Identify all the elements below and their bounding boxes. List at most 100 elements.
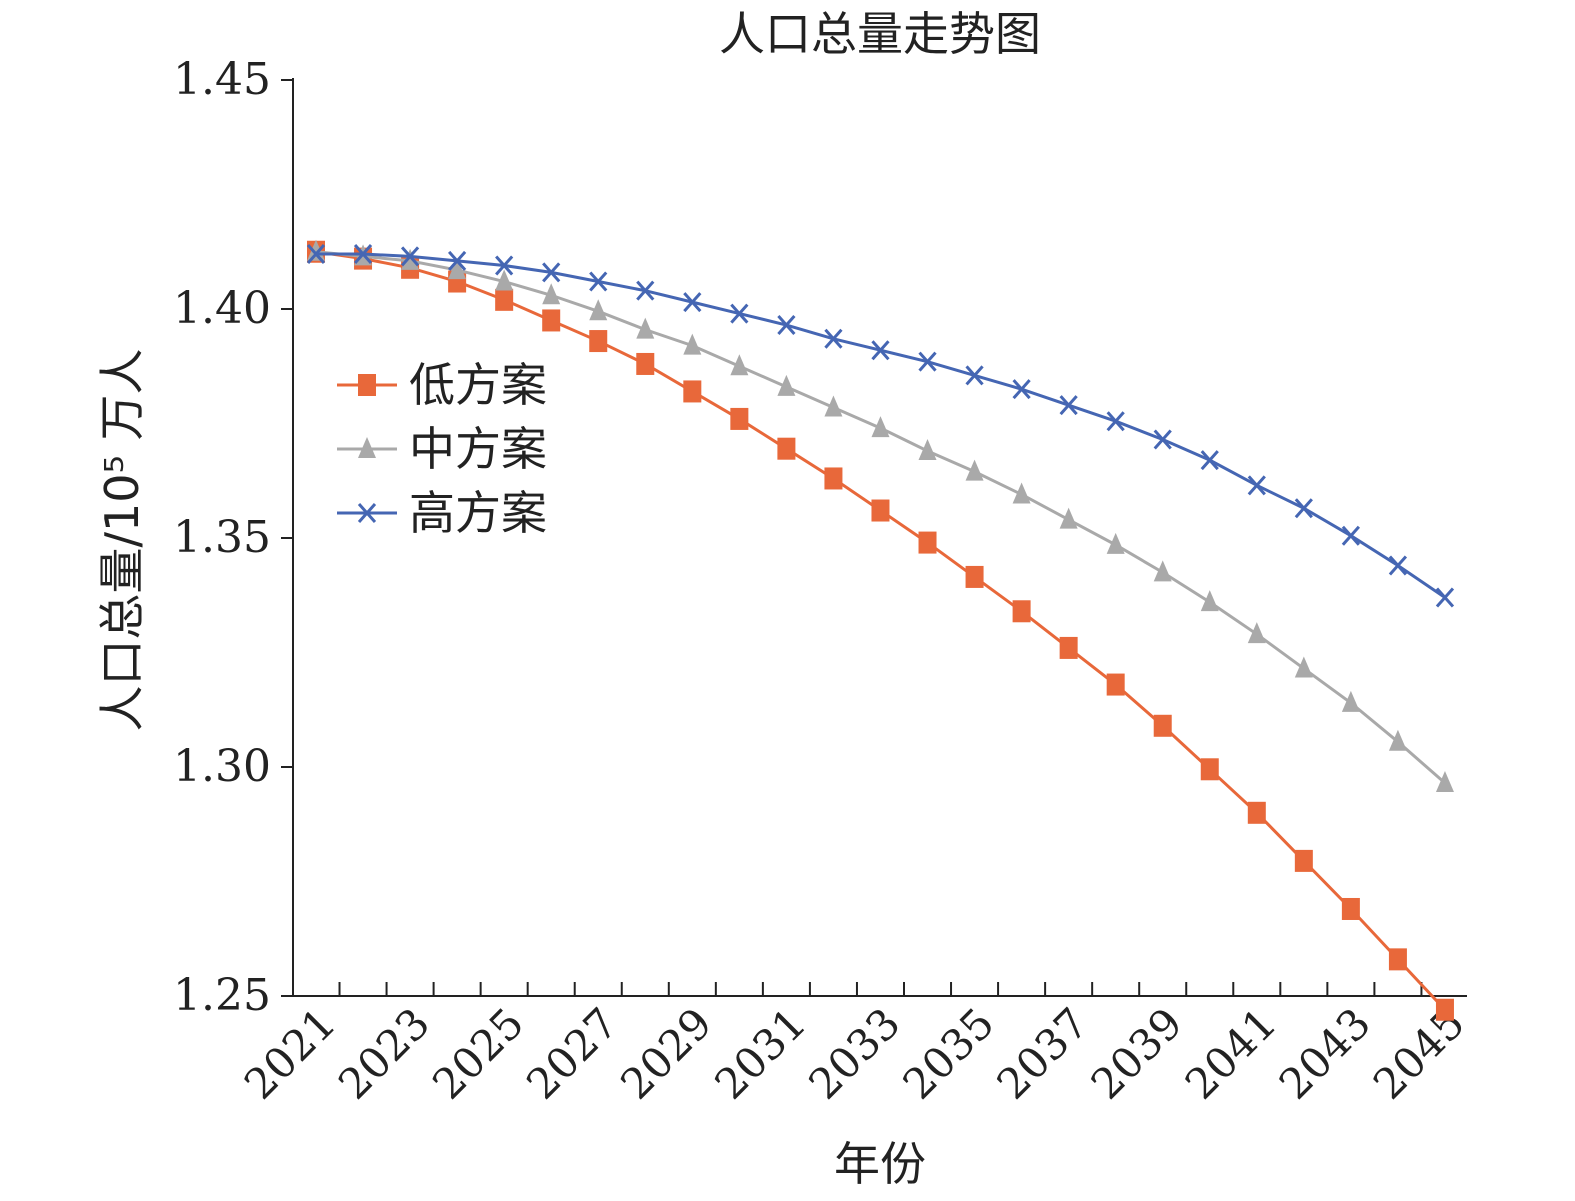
data-point	[1294, 849, 1313, 872]
data-point	[353, 244, 373, 265]
legend-item: 中方案	[337, 422, 547, 476]
data-point	[636, 280, 655, 301]
data-point	[1153, 429, 1172, 450]
data-point	[918, 351, 937, 372]
data-point	[1435, 998, 1454, 1021]
data-point	[1341, 525, 1361, 546]
data-point	[542, 262, 561, 283]
data-point	[1059, 395, 1078, 416]
data-point	[1294, 498, 1313, 519]
data-point	[1294, 656, 1313, 678]
legend-marker	[358, 374, 376, 396]
legend-item: 高方案	[337, 486, 547, 540]
data-point	[871, 499, 890, 522]
data-point	[589, 271, 608, 292]
data-point	[730, 303, 749, 324]
data-point	[1388, 729, 1407, 751]
data-point	[1388, 555, 1408, 576]
data-point	[965, 365, 984, 386]
data-point	[495, 269, 514, 291]
data-point	[447, 250, 467, 271]
data-point	[918, 531, 937, 554]
data-point	[636, 317, 655, 339]
data-point	[495, 255, 514, 276]
legend-label: 中方案	[409, 422, 547, 476]
data-point	[1435, 771, 1454, 793]
legend-marker	[357, 503, 377, 523]
legend-label: 高方案	[409, 486, 547, 540]
data-point	[448, 258, 467, 280]
data-point	[1106, 673, 1125, 696]
data-point	[1247, 801, 1266, 824]
data-point	[589, 330, 608, 353]
legend-marker	[358, 437, 376, 458]
y-tick-label: 1.35	[173, 512, 271, 563]
data-point	[1059, 507, 1078, 529]
data-point	[730, 407, 749, 430]
data-point	[918, 438, 937, 460]
data-point	[401, 248, 420, 270]
data-point	[1153, 560, 1172, 582]
data-point	[683, 333, 702, 355]
data-point	[1106, 532, 1125, 554]
x-tick-label: 2033	[799, 998, 909, 1108]
data-point	[400, 246, 420, 267]
y-tick-label: 1.25	[173, 970, 271, 1021]
data-point	[1388, 948, 1407, 971]
data-point	[495, 288, 514, 311]
series-triangle	[307, 239, 1454, 793]
data-point	[1247, 622, 1266, 644]
data-point	[777, 374, 796, 396]
data-point	[824, 467, 843, 490]
data-point	[636, 352, 655, 375]
x-tick-label: 2023	[329, 998, 439, 1108]
data-point	[871, 416, 890, 438]
x-tick-label: 2027	[517, 998, 627, 1108]
data-point	[1247, 475, 1266, 496]
y-axis-label: 人口总量/10⁵ 万人	[95, 348, 149, 731]
data-point	[965, 459, 984, 481]
y-tick-label: 1.45	[173, 54, 271, 105]
x-tick-label: 2043	[1270, 998, 1380, 1108]
data-point	[1106, 411, 1125, 432]
x-tick-label: 2037	[987, 998, 1097, 1108]
y-tick-label: 1.30	[173, 741, 271, 792]
x-tick-label: 2035	[893, 998, 1003, 1108]
data-point	[1012, 482, 1031, 504]
series-layer	[306, 239, 1455, 1021]
x-tick-label: 2025	[423, 998, 533, 1108]
x-tick-label: 2031	[705, 998, 815, 1108]
data-point	[683, 292, 702, 313]
data-point	[824, 395, 843, 417]
data-point	[871, 340, 890, 361]
data-point	[1200, 758, 1219, 781]
data-point	[1341, 690, 1360, 712]
data-point	[1012, 379, 1031, 400]
data-point	[777, 315, 796, 336]
data-point	[683, 380, 702, 403]
x-tick-label: 2039	[1082, 998, 1192, 1108]
data-point	[1200, 590, 1219, 612]
data-point	[542, 309, 561, 332]
data-point	[730, 354, 749, 376]
series-x	[306, 244, 1455, 608]
data-point	[306, 244, 326, 265]
data-point	[1341, 897, 1360, 920]
x-tick-label: 2029	[611, 998, 721, 1108]
data-point	[542, 283, 561, 305]
data-point	[965, 565, 984, 588]
data-point	[589, 299, 608, 321]
data-point	[1012, 600, 1031, 623]
legend-item: 低方案	[337, 358, 547, 412]
legend-label: 低方案	[409, 358, 547, 412]
data-point	[1200, 450, 1219, 471]
data-point	[1435, 587, 1455, 608]
x-tick-label: 2041	[1176, 998, 1286, 1108]
x-tick-label: 2045	[1364, 998, 1474, 1108]
axes: 1.251.301.351.401.4520212023202520272029…	[173, 54, 1474, 1109]
data-point	[777, 437, 796, 460]
data-point	[1059, 636, 1078, 659]
x-axis-label: 年份	[834, 1137, 926, 1191]
